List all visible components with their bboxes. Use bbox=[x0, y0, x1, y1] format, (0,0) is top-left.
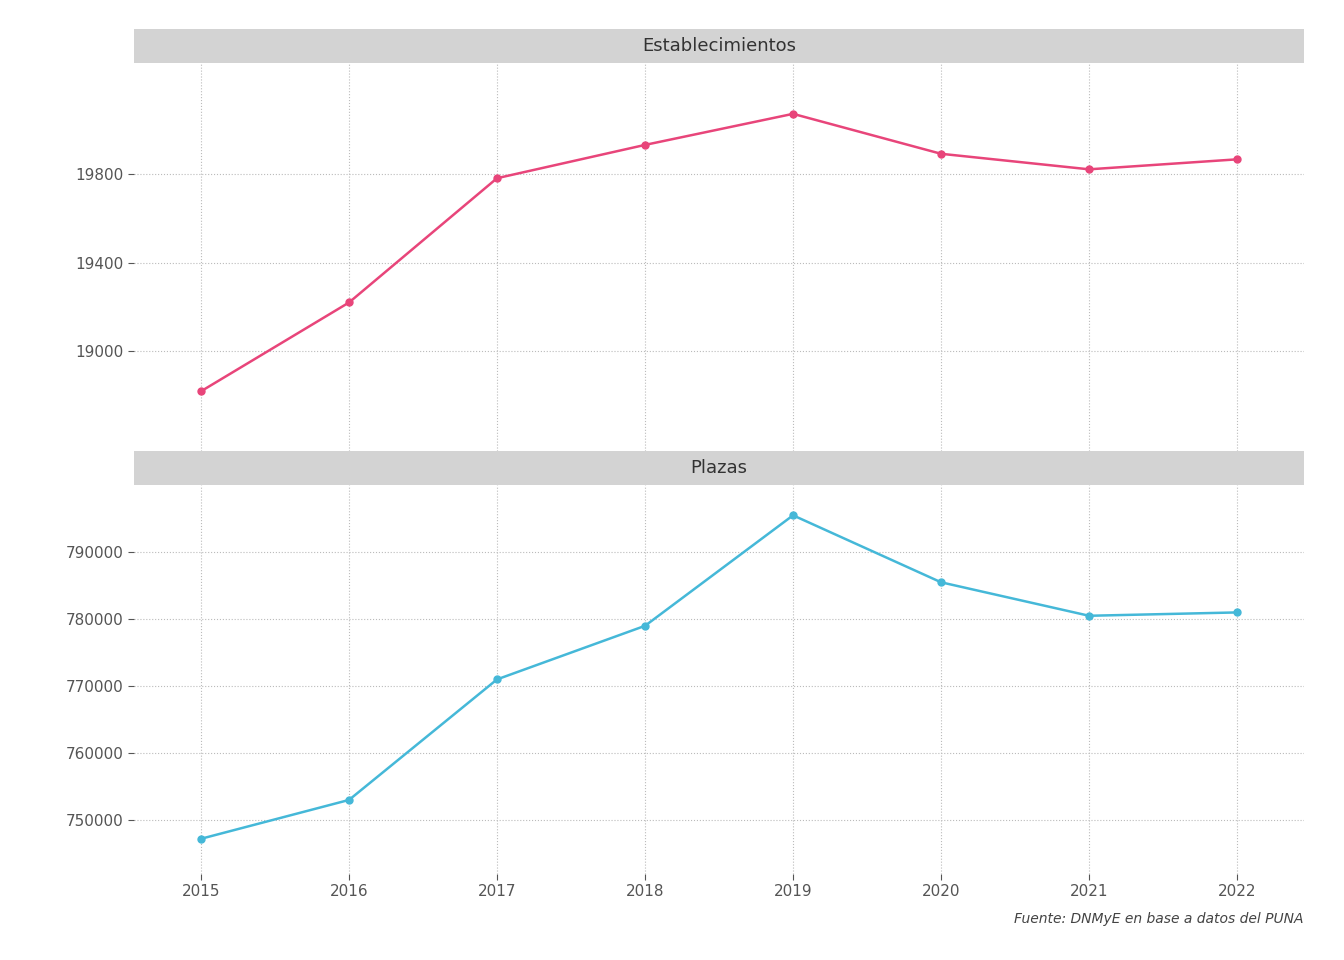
Text: Plazas: Plazas bbox=[691, 459, 747, 477]
Text: Fuente: DNMyE en base a datos del PUNA: Fuente: DNMyE en base a datos del PUNA bbox=[1015, 912, 1304, 926]
Text: Establecimientos: Establecimientos bbox=[642, 36, 796, 55]
